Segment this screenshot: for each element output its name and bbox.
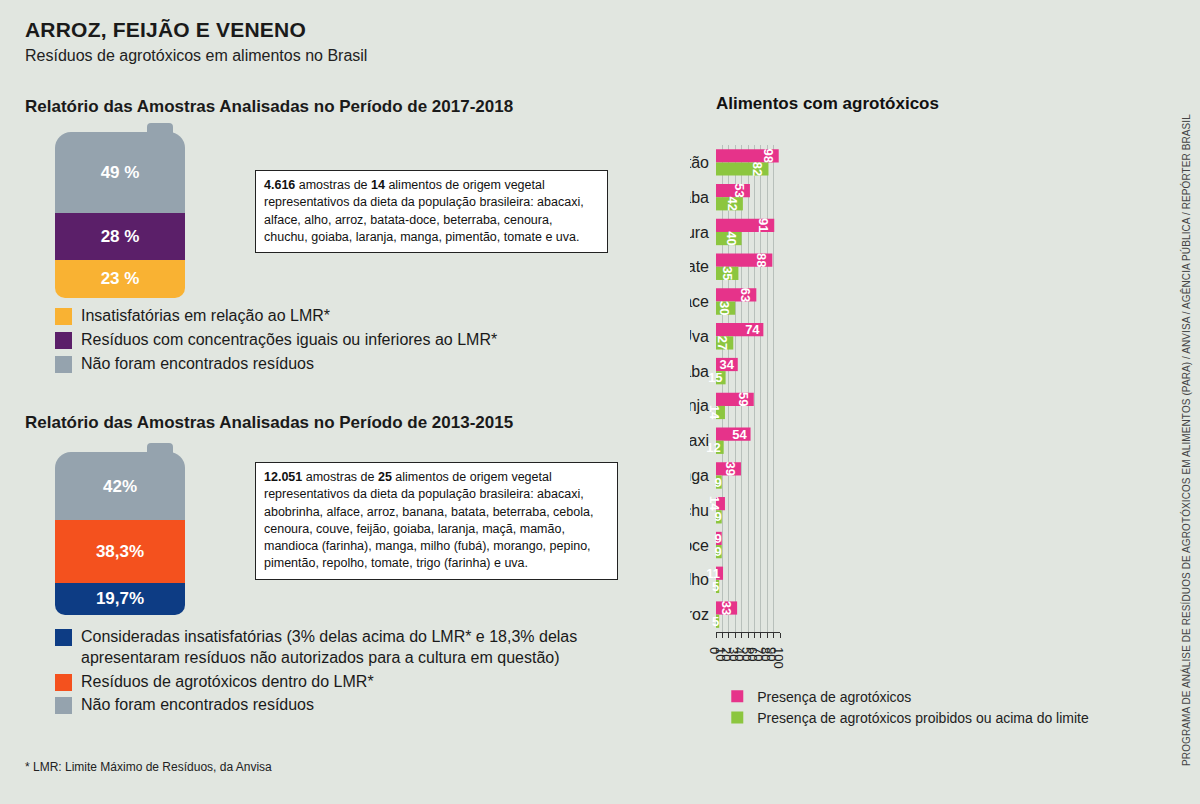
html-text:Relatório das Amostras Analisa: Relatório das Amostras Analisadas no Per… [25, 413, 514, 432]
svg-text:23 %: 23 % [101, 269, 140, 288]
svg-text:Beterraba: Beterraba [690, 363, 709, 380]
svg-text:34: 34 [720, 357, 735, 372]
svg-text:63: 63 [738, 288, 753, 302]
svg-text:9: 9 [715, 544, 722, 559]
svg-text:Alho: Alho [690, 571, 709, 588]
svg-text:70: 70 [751, 647, 766, 661]
svg-text:100: 100 [771, 647, 786, 669]
html-text:Relatório das Amostras Analisa: Relatório das Amostras Analisadas no Per… [25, 97, 514, 116]
svg-text:27: 27 [715, 336, 730, 350]
svg-text:42: 42 [725, 197, 740, 211]
svg-text:Alimentos com agrotóxicos: Alimentos com agrotóxicos [716, 94, 939, 113]
html-text:Resíduos de agrotóxicos em ali: Resíduos de agrotóxicos em alimentos no … [25, 47, 368, 64]
svg-text:Presença de agrotóxicos: Presença de agrotóxicos [757, 689, 911, 705]
svg-text:0: 0 [707, 647, 722, 654]
svg-text:30: 30 [717, 301, 732, 315]
svg-text:5: 5 [712, 614, 719, 629]
svg-text:Tomate: Tomate [690, 258, 709, 275]
svg-text:59: 59 [736, 392, 751, 406]
svg-text:12: 12 [706, 440, 720, 455]
svg-text:Alface: Alface [690, 293, 709, 310]
svg-text:28 %: 28 % [101, 227, 140, 246]
svg-text:9: 9 [715, 509, 722, 524]
html-text:4.616 amostras de 14 alimentos: 4.616 amostras de 14 alimentos de origem… [264, 178, 584, 244]
svg-text:9: 9 [715, 475, 722, 490]
html-text:Insatisfatórias em relação ao: Insatisfatórias em relação ao LMR* [81, 307, 330, 324]
svg-text:88: 88 [754, 253, 769, 267]
svg-text:Pimentão: Pimentão [690, 154, 709, 171]
html-text:Não foram encontrados resíduos: Não foram encontrados resíduos [81, 354, 314, 372]
svg-text:80: 80 [758, 647, 773, 661]
svg-text:20: 20 [719, 647, 734, 661]
svg-text:14: 14 [707, 496, 722, 511]
svg-text:Batata doce: Batata doce [690, 537, 709, 554]
svg-text:82: 82 [750, 162, 765, 176]
svg-text:40: 40 [724, 231, 739, 245]
svg-text:19,7%: 19,7% [96, 589, 144, 608]
svg-text:11: 11 [706, 566, 720, 581]
svg-text:10: 10 [713, 647, 728, 661]
svg-text:Abacaxi: Abacaxi [690, 432, 709, 449]
svg-text:5: 5 [712, 579, 719, 594]
svg-text:Manga: Manga [690, 467, 709, 484]
svg-text:90: 90 [764, 647, 779, 661]
svg-text:35: 35 [720, 266, 735, 280]
svg-text:14: 14 [707, 405, 722, 420]
html-text:Consideradas insatisfatórias (: Consideradas insatisfatórias (3% delas a… [81, 628, 578, 666]
svg-text:Uva: Uva [690, 328, 709, 345]
svg-text:74: 74 [745, 322, 760, 337]
svg-text:98: 98 [761, 149, 776, 163]
svg-text:60: 60 [745, 647, 760, 661]
html-text:Resíduos de agrotóxicos dentro: Resíduos de agrotóxicos dentro do LMR* [81, 672, 374, 690]
svg-text:33: 33 [719, 601, 734, 615]
svg-text:30: 30 [726, 647, 741, 661]
svg-text:54: 54 [732, 427, 747, 442]
svg-text:15: 15 [708, 370, 722, 385]
svg-text:9: 9 [715, 531, 722, 546]
svg-text:40: 40 [732, 647, 747, 661]
html-text:Não foram encontrados resíduos: Não foram encontrados resíduos [81, 696, 314, 714]
svg-text:Laranja: Laranja [690, 397, 709, 414]
html-text:Resíduos com concentrações igu: Resíduos com concentrações iguais ou inf… [81, 330, 498, 348]
svg-text:91: 91 [756, 218, 771, 232]
svg-text:50: 50 [739, 647, 754, 661]
svg-text:42%: 42% [103, 477, 137, 496]
html-text:* LMR: Limite Máximo de Resídu: * LMR: Limite Máximo de Resíduos, da Anv… [25, 760, 272, 774]
html-text:12.051 amostras de 25 alimento: 12.051 amostras de 25 alimentos de orige… [264, 470, 594, 571]
svg-text:38,3%: 38,3% [96, 542, 144, 561]
svg-text:Goiaba: Goiaba [690, 189, 709, 206]
html-text:ARROZ, FEIJÃO E VENENO: ARROZ, FEIJÃO E VENENO [25, 18, 306, 41]
svg-text:Presença de agrotóxicos proibi: Presença de agrotóxicos proibidos ou aci… [757, 710, 1089, 726]
svg-text:53: 53 [732, 183, 747, 197]
svg-text:49 %: 49 % [101, 163, 140, 182]
html-text:PROGRAMA DE ANÁLISE DE RESÍDUO: PROGRAMA DE ANÁLISE DE RESÍDUOS DE AGROT… [1180, 114, 1192, 766]
svg-text:Arroz: Arroz [690, 606, 709, 623]
svg-text:Chuchu: Chuchu [690, 502, 709, 519]
svg-text:39: 39 [723, 462, 738, 476]
svg-text:Cenoura: Cenoura [690, 224, 709, 241]
